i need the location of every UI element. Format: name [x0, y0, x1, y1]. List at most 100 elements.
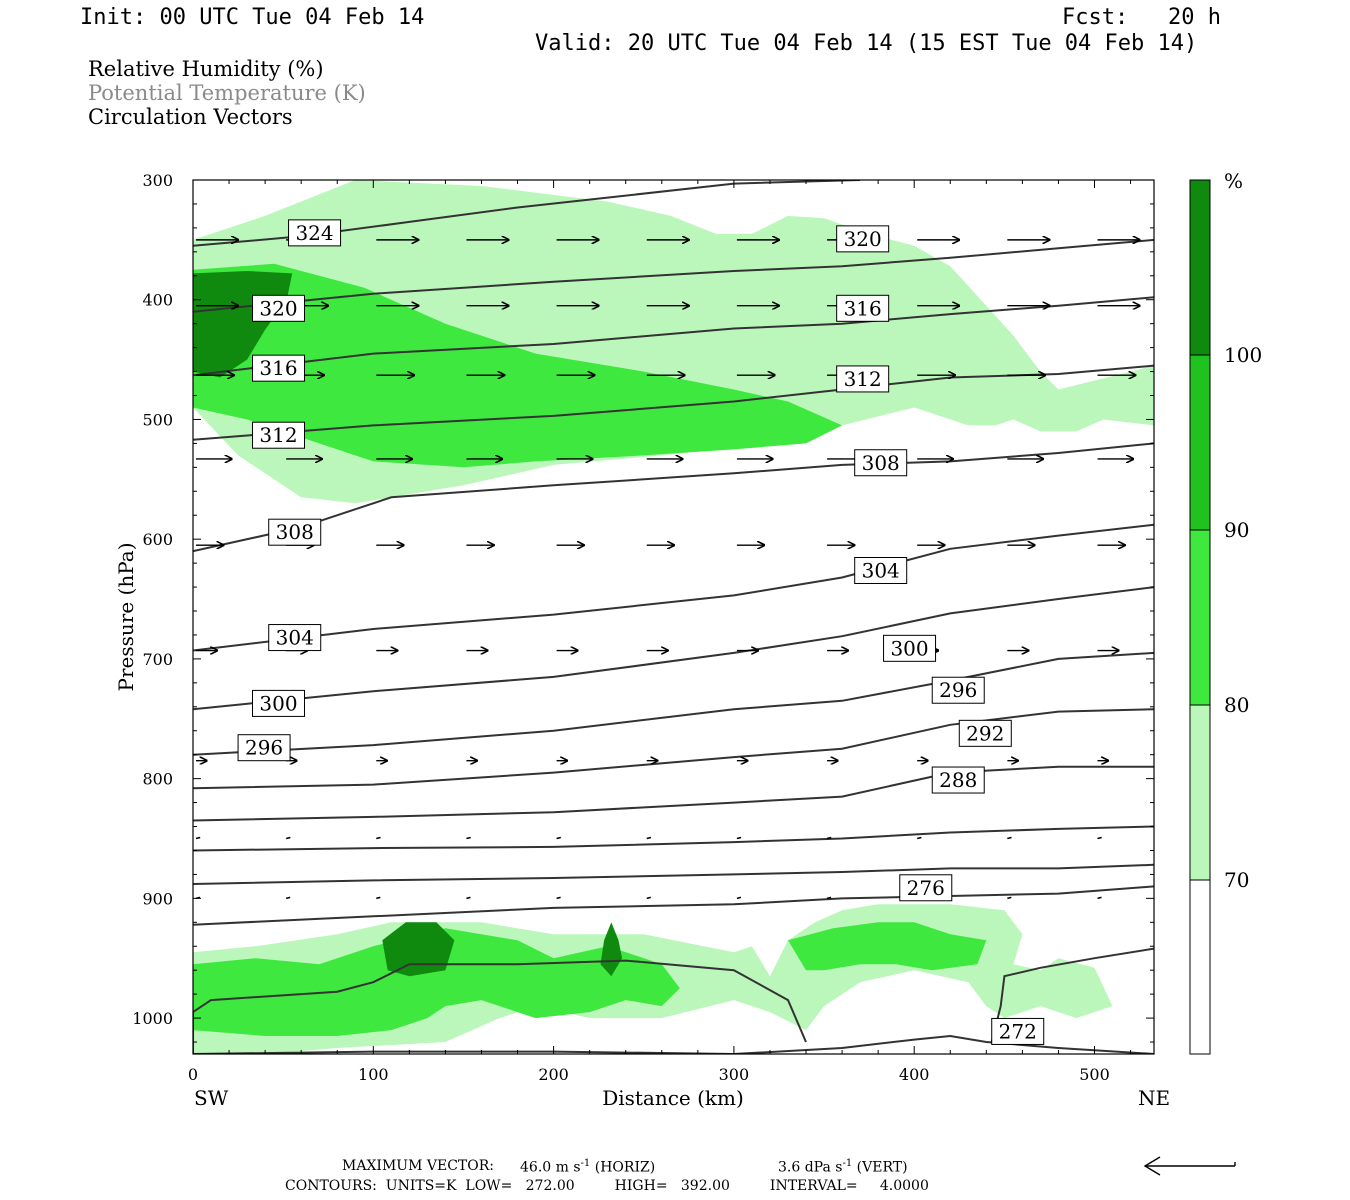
circulation-vector [376, 836, 381, 840]
colorbar-segment [1190, 355, 1210, 530]
contour-label-box [854, 449, 908, 477]
sw-label: SW [194, 1086, 229, 1110]
theta-contour-272 [193, 959, 807, 1054]
legend-rh: Relative Humidity (%) [88, 57, 324, 81]
contour-label-box [288, 219, 342, 247]
contour-label-box [883, 634, 937, 662]
colorbar-label: 80 [1224, 693, 1249, 717]
circulation-vector [646, 836, 652, 840]
y-tick-label: 700 [142, 650, 173, 669]
y-tick-label: 1000 [132, 1009, 173, 1028]
contour-label: 316 [259, 356, 297, 380]
contour-label: 312 [259, 423, 297, 447]
contour-label: 320 [844, 227, 882, 251]
plot-frame [192, 179, 1155, 1055]
rh-80-region [193, 263, 843, 468]
contour-label: 320 [259, 296, 297, 320]
circulation-vector [195, 836, 201, 840]
y-tick-label: 800 [142, 770, 173, 789]
y-tick-label: 400 [142, 291, 173, 310]
contour-label-box [836, 294, 890, 322]
contour-label-box [237, 734, 291, 762]
max-vert-suffix: (VERT) [856, 1159, 908, 1176]
theta-contour-272 [193, 1034, 1154, 1054]
y-tick-label: 900 [142, 889, 173, 908]
y-axis-title: Pressure (hPa) [114, 543, 138, 692]
max-vert-value: 3.6 dPa s-1 (VERT) [778, 1158, 908, 1176]
contour-label: 288 [939, 768, 977, 792]
circulation-vector [826, 896, 832, 900]
y-tick-label: 600 [142, 530, 173, 549]
theta-contour-288 [193, 765, 1154, 822]
max-vector-label: MAXIMUM VECTOR: [342, 1158, 494, 1174]
contour-label-box [251, 354, 305, 382]
theta-contour-308 [193, 442, 1154, 553]
colorbar-segment [1190, 880, 1210, 1054]
contour-label-box [931, 766, 985, 794]
contour-label: 308 [862, 451, 900, 475]
circulation-vector [1007, 836, 1012, 840]
axis-ticks: 0 100 200 300 400 500 300 400 500 600 700 800 900 100… [132, 171, 1154, 1084]
rh-90-region [600, 922, 623, 977]
rh-80-region [193, 928, 680, 1036]
circulation-vector [556, 896, 561, 900]
max-vert-text: 3.6 dPa s [778, 1159, 843, 1176]
max-horiz-text: 46.0 m s [520, 1159, 581, 1176]
rh-colorbar: 100 90 80 70 [1189, 179, 1262, 1055]
theta-contour-320 [193, 238, 1154, 313]
contour-label-box [958, 719, 1012, 747]
rh-80-region [788, 922, 987, 971]
colorbar-frame [1189, 179, 1211, 1055]
x-tick-label: 300 [719, 1065, 750, 1084]
theta-contour-280 [193, 863, 1154, 885]
theta-contour-296 [193, 651, 1154, 756]
colorbar-label: 70 [1224, 868, 1249, 892]
contour-label: 296 [245, 736, 283, 760]
contour-label-box [836, 225, 890, 253]
circulation-vector [1097, 896, 1102, 900]
x-tick-label: 0 [188, 1065, 198, 1084]
colorbar-label: 100 [1224, 343, 1262, 367]
theta-contour-272 [990, 947, 1154, 1043]
theta-contour-292 [193, 708, 1154, 790]
circulation-vector [466, 836, 471, 840]
forecast-hour: Fcst: 20 h [1062, 5, 1221, 30]
colorbar-segment [1190, 530, 1210, 705]
contour-label-box [991, 1017, 1045, 1045]
rh-90-region [382, 922, 455, 977]
contour-label: 300 [259, 691, 297, 715]
theta-contour-300 [193, 586, 1154, 711]
valid-time: Valid: 20 UTC Tue 04 Feb 14 (15 EST Tue … [535, 31, 1198, 56]
circulation-vector [1007, 896, 1012, 900]
circulation-vector [285, 836, 291, 840]
contour-label-layer: 324 320 316 312 308 304 300 296 320 316 312 308 304 3… [237, 219, 1045, 1045]
y-tick-label: 500 [142, 410, 173, 429]
contour-label: 304 [276, 626, 314, 650]
contour-label: 292 [966, 721, 1004, 745]
contour-label: 300 [890, 636, 928, 660]
contour-label-box [836, 365, 890, 393]
contour-label: 296 [939, 678, 977, 702]
contour-label: 312 [844, 367, 882, 391]
colorbar-label: 90 [1224, 518, 1249, 542]
legend-vectors: Circulation Vectors [88, 105, 293, 129]
y-tick-label: 300 [142, 171, 173, 190]
x-tick-label: 400 [899, 1065, 930, 1084]
colorbar-segment [1190, 705, 1210, 880]
theta-contour-316 [193, 296, 1154, 377]
rh-fill-layer [193, 180, 1154, 1054]
circulation-vector [285, 896, 291, 900]
reference-vector [1143, 1156, 1236, 1176]
circulation-vector [466, 896, 471, 900]
theta-contour-276 [193, 885, 1154, 926]
init-time: Init: 00 UTC Tue 04 Feb 14 [80, 5, 425, 30]
circulation-vector [917, 836, 922, 840]
colorbar-segment [1190, 180, 1210, 355]
contour-label-box [251, 421, 305, 449]
x-tick-label: 100 [358, 1065, 389, 1084]
colorbar-unit: % [1224, 169, 1243, 193]
circulation-vector [556, 836, 561, 840]
circulation-vector [646, 896, 651, 900]
contour-label: 324 [295, 221, 333, 245]
